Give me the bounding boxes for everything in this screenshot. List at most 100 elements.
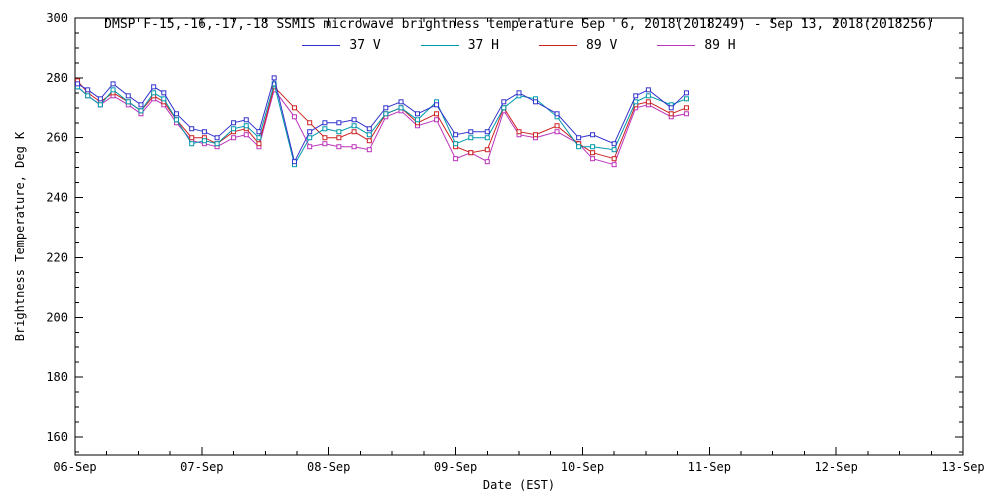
data-point-marker	[291, 105, 297, 111]
data-point-marker	[484, 159, 490, 165]
legend-line-swatch	[657, 45, 696, 46]
data-point-marker	[383, 111, 389, 117]
legend-item-89-h: 89 H	[657, 38, 736, 53]
y-tick-label: 220	[46, 250, 68, 264]
data-point-marker	[590, 132, 596, 138]
data-point-marker	[189, 141, 195, 147]
data-point-marker	[256, 129, 262, 135]
data-point-marker	[243, 123, 249, 129]
data-point-marker	[398, 99, 404, 105]
legend-label: 89 V	[586, 38, 618, 53]
series-line	[77, 81, 687, 167]
data-point-marker	[484, 147, 490, 153]
data-point-marker	[453, 141, 459, 147]
data-point-marker	[161, 96, 167, 102]
data-point-marker	[576, 135, 582, 141]
data-point-marker	[611, 147, 617, 153]
series-37-v	[75, 75, 689, 165]
data-point-marker	[366, 126, 372, 132]
axis-labels: 160 180 200 220 240 260 280 300 06-Sep 07-Sep 08-S…	[13, 11, 985, 492]
series-37-h	[75, 81, 689, 168]
data-point-marker	[214, 135, 220, 141]
data-point-marker	[322, 120, 328, 126]
data-point-marker	[336, 120, 342, 126]
series-line	[77, 86, 687, 166]
data-point-marker	[75, 81, 81, 87]
data-point-marker	[590, 150, 596, 156]
data-point-marker	[125, 93, 131, 99]
legend-item-37-h: 37 H	[420, 38, 499, 53]
data-point-marker	[453, 156, 459, 162]
data-point-marker	[307, 120, 313, 126]
data-point-marker	[85, 87, 91, 93]
data-point-marker	[231, 135, 237, 141]
data-point-marker	[189, 126, 195, 132]
data-point-marker	[351, 117, 357, 123]
series-89-h	[75, 84, 689, 168]
data-point-marker	[85, 93, 91, 99]
data-point-marker	[645, 99, 651, 105]
data-point-marker	[256, 135, 262, 141]
y-tick-label: 200	[46, 310, 68, 324]
y-tick-label: 180	[46, 370, 68, 384]
data-point-marker	[434, 111, 440, 117]
data-point-marker	[256, 141, 262, 147]
x-tick-label: 10-Sep	[561, 460, 604, 474]
data-point-marker	[683, 96, 689, 102]
y-tick-label: 280	[46, 71, 68, 85]
data-point-marker	[189, 135, 195, 141]
data-point-marker	[453, 132, 459, 138]
data-point-marker	[291, 159, 297, 165]
legend-item-89-v: 89 V	[539, 38, 617, 53]
data-point-marker	[231, 126, 237, 132]
data-point-marker	[554, 111, 560, 117]
data-point-marker	[110, 81, 116, 87]
data-point-marker	[138, 108, 144, 114]
data-point-marker	[151, 84, 157, 90]
data-point-marker	[322, 135, 328, 141]
data-point-marker	[683, 111, 689, 117]
data-point-marker	[322, 141, 328, 147]
data-point-marker	[307, 135, 313, 141]
data-point-marker	[683, 90, 689, 96]
data-point-marker	[468, 150, 474, 156]
axes	[74, 17, 964, 456]
x-tick-label: 09-Sep	[434, 460, 477, 474]
data-point-marker	[110, 87, 116, 93]
data-point-marker	[611, 141, 617, 147]
data-point-marker	[351, 129, 357, 135]
data-point-marker	[366, 138, 372, 144]
x-tick-label: 08-Sep	[307, 460, 350, 474]
data-point-marker	[484, 129, 490, 135]
series-line	[77, 80, 687, 160]
data-point-marker	[201, 138, 207, 144]
legend-line-swatch	[539, 45, 577, 46]
data-point-marker	[468, 129, 474, 135]
data-point-marker	[415, 117, 421, 123]
data-point-marker	[516, 129, 522, 135]
data-point-marker	[683, 105, 689, 111]
data-point-marker	[173, 111, 179, 117]
x-tick-label: 12-Sep	[814, 460, 857, 474]
x-axis-title: Date (EST)	[483, 478, 555, 492]
legend-line-swatch	[420, 45, 459, 46]
y-tick-label: 260	[46, 131, 68, 145]
data-point-marker	[151, 90, 157, 96]
legend-label: 37 H	[467, 38, 499, 53]
data-point-marker	[398, 105, 404, 111]
data-point-marker	[243, 117, 249, 123]
legend-item-37-v: 37 V	[302, 38, 381, 53]
data-point-marker	[366, 147, 372, 153]
data-point-marker	[383, 105, 389, 111]
data-point-marker	[291, 114, 297, 120]
data-point-marker	[336, 144, 342, 150]
data-point-marker	[501, 105, 507, 111]
data-point-marker	[125, 99, 131, 105]
x-tick-label: 07-Sep	[180, 460, 223, 474]
data-point-marker	[590, 156, 596, 162]
data-point-marker	[611, 162, 617, 168]
legend-label: 89 H	[704, 38, 736, 53]
data-point-marker	[322, 126, 328, 132]
